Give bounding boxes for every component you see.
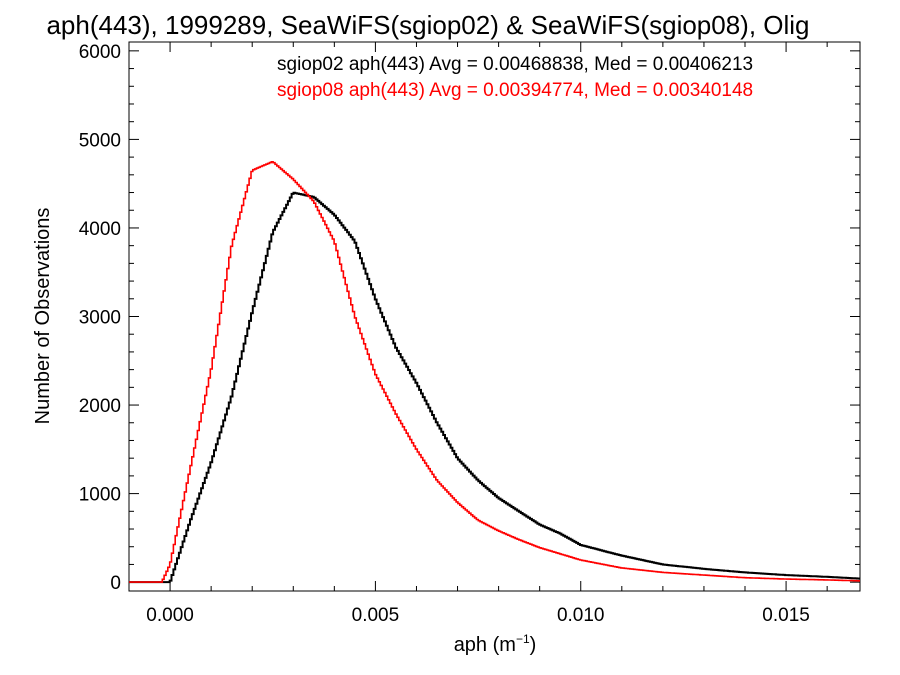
legend-entry-sgiop08: sgiop08 aph(443) Avg = 0.00394774, Med =… bbox=[277, 80, 753, 101]
x-tick-label: 0.015 bbox=[762, 605, 810, 626]
x-tick-label: 0.005 bbox=[352, 605, 400, 626]
y-tick-label: 0 bbox=[110, 573, 121, 594]
y-tick-label: 6000 bbox=[79, 42, 121, 63]
plot-frame bbox=[128, 41, 861, 592]
y-tick-label: 2000 bbox=[79, 396, 121, 417]
y-axis-label: Number of Observations bbox=[32, 208, 54, 425]
series-line-sgiop08 bbox=[129, 161, 860, 583]
chart-title: aph(443), 1999289, SeaWiFS(sgiop02) & Se… bbox=[46, 10, 809, 40]
x-axis-label-superscript: −1 bbox=[516, 632, 530, 646]
x-axis-label: aph (m−1) bbox=[454, 632, 537, 656]
x-tick-label: 0.000 bbox=[146, 605, 194, 626]
x-axis-label-end: ) bbox=[530, 634, 537, 656]
y-tick-label: 3000 bbox=[79, 308, 121, 329]
series-line-sgiop02 bbox=[129, 191, 860, 584]
y-tick-label: 5000 bbox=[79, 130, 121, 151]
x-tick-label: 0.010 bbox=[557, 605, 605, 626]
y-tick-label: 1000 bbox=[79, 485, 121, 506]
y-tick-label: 4000 bbox=[79, 219, 121, 240]
legend-entry-sgiop02: sgiop02 aph(443) Avg = 0.00468838, Med =… bbox=[277, 54, 753, 75]
x-axis-label-main: aph (m bbox=[454, 634, 516, 656]
plot-area: 0.000 0.005 0.010 0.015 0 1000 2000 3000 4000 500… bbox=[79, 41, 861, 626]
